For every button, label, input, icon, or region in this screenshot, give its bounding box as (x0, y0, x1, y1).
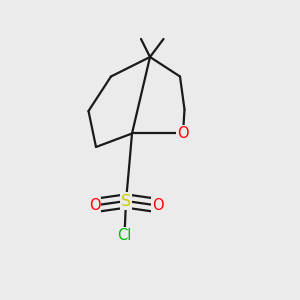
Text: O: O (152, 198, 163, 213)
Text: Cl: Cl (117, 228, 132, 243)
Text: S: S (121, 194, 131, 208)
Text: O: O (89, 198, 100, 213)
Text: O: O (177, 126, 189, 141)
